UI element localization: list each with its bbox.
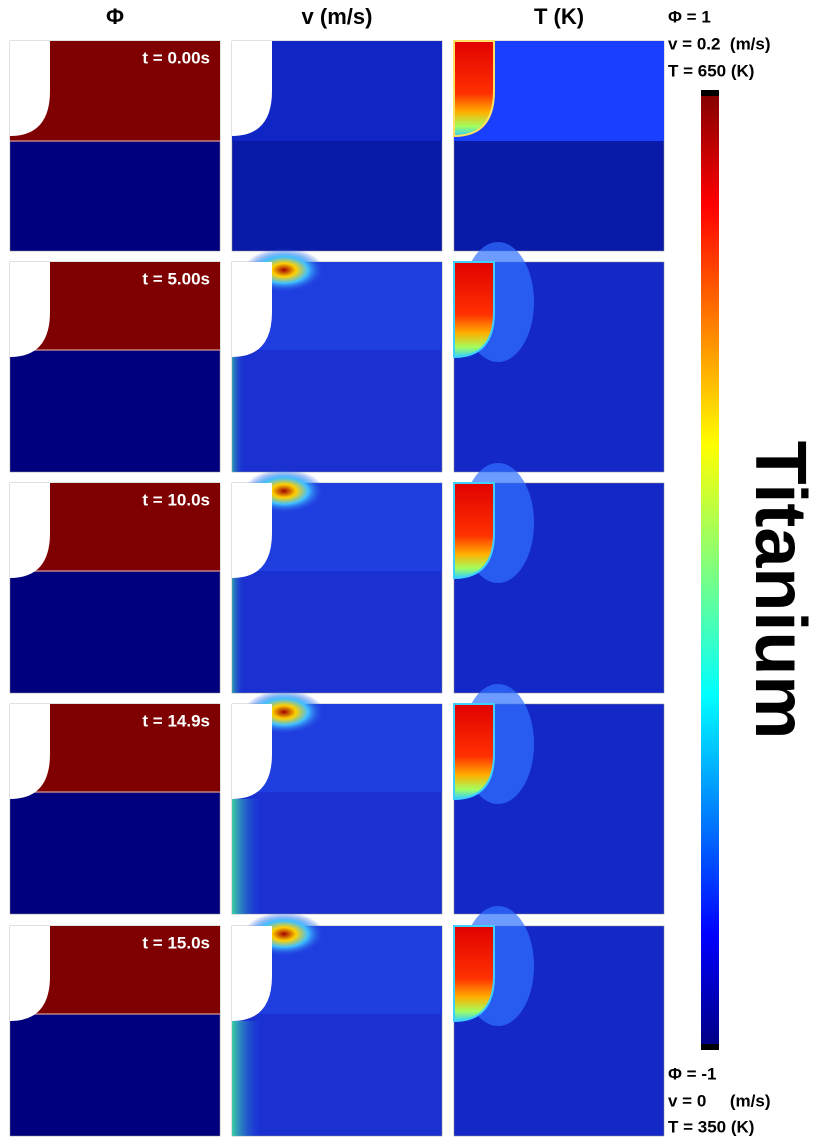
tool bbox=[453, 482, 495, 580]
colorbar-label: T = 350 (K) bbox=[668, 1117, 754, 1136]
tool bbox=[10, 704, 50, 799]
colorbar-cap bbox=[701, 90, 719, 96]
column-header: v (m/s) bbox=[302, 4, 373, 29]
flow-strip bbox=[232, 578, 244, 693]
tool bbox=[232, 704, 272, 799]
column-header: Φ bbox=[106, 4, 124, 29]
tool bbox=[10, 262, 50, 357]
time-label: t = 15.0s bbox=[142, 933, 210, 952]
column-header: T (K) bbox=[534, 4, 584, 29]
tool bbox=[232, 262, 272, 357]
tool bbox=[10, 41, 50, 136]
material-label: Titanium bbox=[740, 441, 820, 740]
time-label: t = 5.00s bbox=[142, 269, 210, 288]
tool bbox=[453, 261, 495, 359]
colorbar-cap bbox=[701, 1044, 719, 1050]
flow-strip bbox=[232, 357, 244, 472]
tool bbox=[232, 926, 272, 1021]
tool bbox=[453, 925, 495, 1023]
tool bbox=[232, 483, 272, 578]
tool bbox=[453, 40, 495, 138]
colorbar-label: T = 650 (K) bbox=[668, 61, 754, 80]
tool bbox=[232, 41, 272, 136]
tool bbox=[10, 483, 50, 578]
flow-strip bbox=[232, 799, 262, 914]
time-label: t = 14.9s bbox=[142, 711, 210, 730]
colorbar-label: v = 0 (m/s) bbox=[668, 1091, 771, 1110]
colorbar-label: Φ = 1 bbox=[668, 7, 711, 26]
time-label: t = 10.0s bbox=[142, 490, 210, 509]
time-label: t = 0.00s bbox=[142, 48, 210, 67]
flow-strip bbox=[232, 1021, 262, 1136]
tool bbox=[10, 926, 50, 1021]
colorbar-label: Φ = -1 bbox=[668, 1064, 716, 1083]
colorbar-label: v = 0.2 (m/s) bbox=[668, 34, 771, 53]
tool bbox=[453, 703, 495, 801]
colorbar bbox=[701, 90, 719, 1050]
